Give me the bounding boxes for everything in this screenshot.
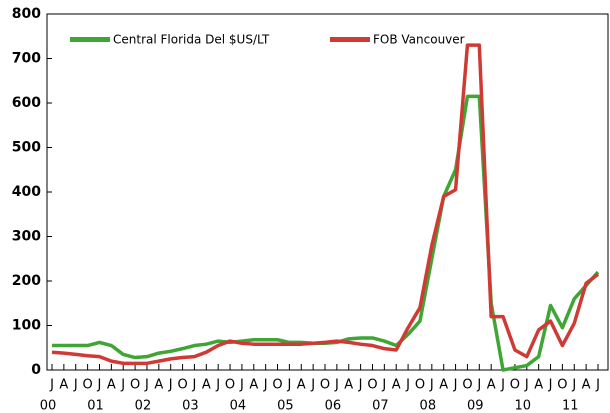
- y-tick-label: 100: [12, 318, 41, 334]
- year-label: 10: [515, 399, 532, 413]
- legend-swatch: [70, 37, 110, 42]
- x-tick-label: J: [192, 378, 197, 393]
- x-tick-label: J: [215, 378, 220, 393]
- y-tick-label: 0: [31, 362, 41, 378]
- x-tick-label: A: [392, 378, 401, 393]
- x-tick-label: J: [334, 378, 339, 393]
- series-line: [52, 94, 600, 372]
- y-tick-label: 200: [12, 273, 41, 289]
- year-label: 01: [87, 399, 104, 413]
- x-tick-label: J: [405, 378, 410, 393]
- x-tick-label: A: [297, 378, 306, 393]
- x-tick-label: J: [595, 378, 600, 393]
- year-label: 06: [325, 399, 342, 413]
- y-tick-label: 300: [12, 229, 41, 245]
- x-tick-label: A: [154, 378, 163, 393]
- year-label: 07: [372, 399, 389, 413]
- x-tick-label: O: [130, 378, 140, 393]
- x-tick-label: O: [367, 378, 377, 393]
- x-tick-label: O: [225, 378, 235, 393]
- x-tick-label: O: [415, 378, 425, 393]
- year-label: 11: [562, 399, 579, 413]
- x-tick-label: J: [97, 378, 102, 393]
- x-tick-label: O: [272, 378, 282, 393]
- year-label: 03: [182, 399, 199, 413]
- x-tick-label: J: [571, 378, 576, 393]
- x-tick-label: A: [534, 378, 543, 393]
- y-tick-label: 500: [12, 140, 41, 156]
- x-tick-label: J: [168, 378, 173, 393]
- x-tick-label: O: [510, 378, 520, 393]
- x-tick-label: J: [310, 378, 315, 393]
- x-tick-label: O: [82, 378, 92, 393]
- x-tick-label: O: [320, 378, 330, 393]
- x-tick-label: J: [476, 378, 481, 393]
- x-tick-label: A: [202, 378, 211, 393]
- year-label: 00: [40, 399, 57, 413]
- x-tick-label: J: [500, 378, 505, 393]
- year-label: 04: [230, 399, 247, 413]
- legend-label: Central Florida Del $US/LT: [113, 33, 270, 47]
- x-tick-label: A: [439, 378, 448, 393]
- y-tick-label: 800: [12, 6, 41, 22]
- x-tick-label: A: [59, 378, 68, 393]
- plot-frame: [46, 13, 609, 371]
- year-label: 02: [135, 399, 152, 413]
- x-tick-label: J: [453, 378, 458, 393]
- x-tick-label: J: [263, 378, 268, 393]
- x-tick-label: O: [177, 378, 187, 393]
- year-label: 05: [277, 399, 294, 413]
- legend-swatch: [330, 37, 370, 42]
- x-tick-label: J: [144, 378, 149, 393]
- x-tick-label: J: [548, 378, 553, 393]
- x-tick-label: J: [120, 378, 125, 393]
- x-tick-label: J: [381, 378, 386, 393]
- x-tick-label: J: [524, 378, 529, 393]
- x-tick-label: O: [462, 378, 472, 393]
- x-tick-label: A: [249, 378, 258, 393]
- y-tick-label: 600: [12, 95, 41, 111]
- year-label: 09: [467, 399, 484, 413]
- x-tick-label: A: [344, 378, 353, 393]
- y-tick-label: 400: [12, 184, 41, 200]
- x-tick-label: J: [429, 378, 434, 393]
- y-tick-label: 700: [12, 51, 41, 67]
- x-tick-label: J: [358, 378, 363, 393]
- x-tick-label: J: [49, 378, 54, 393]
- legend-label: FOB Vancouver: [373, 33, 465, 47]
- x-tick-label: A: [107, 378, 116, 393]
- x-tick-label: J: [286, 378, 291, 393]
- x-tick-label: A: [487, 378, 496, 393]
- year-label: 08: [420, 399, 437, 413]
- x-tick-label: O: [557, 378, 567, 393]
- x-tick-label: A: [582, 378, 591, 393]
- series-line: [51, 43, 600, 366]
- x-tick-label: J: [239, 378, 244, 393]
- x-tick-label: J: [73, 378, 78, 393]
